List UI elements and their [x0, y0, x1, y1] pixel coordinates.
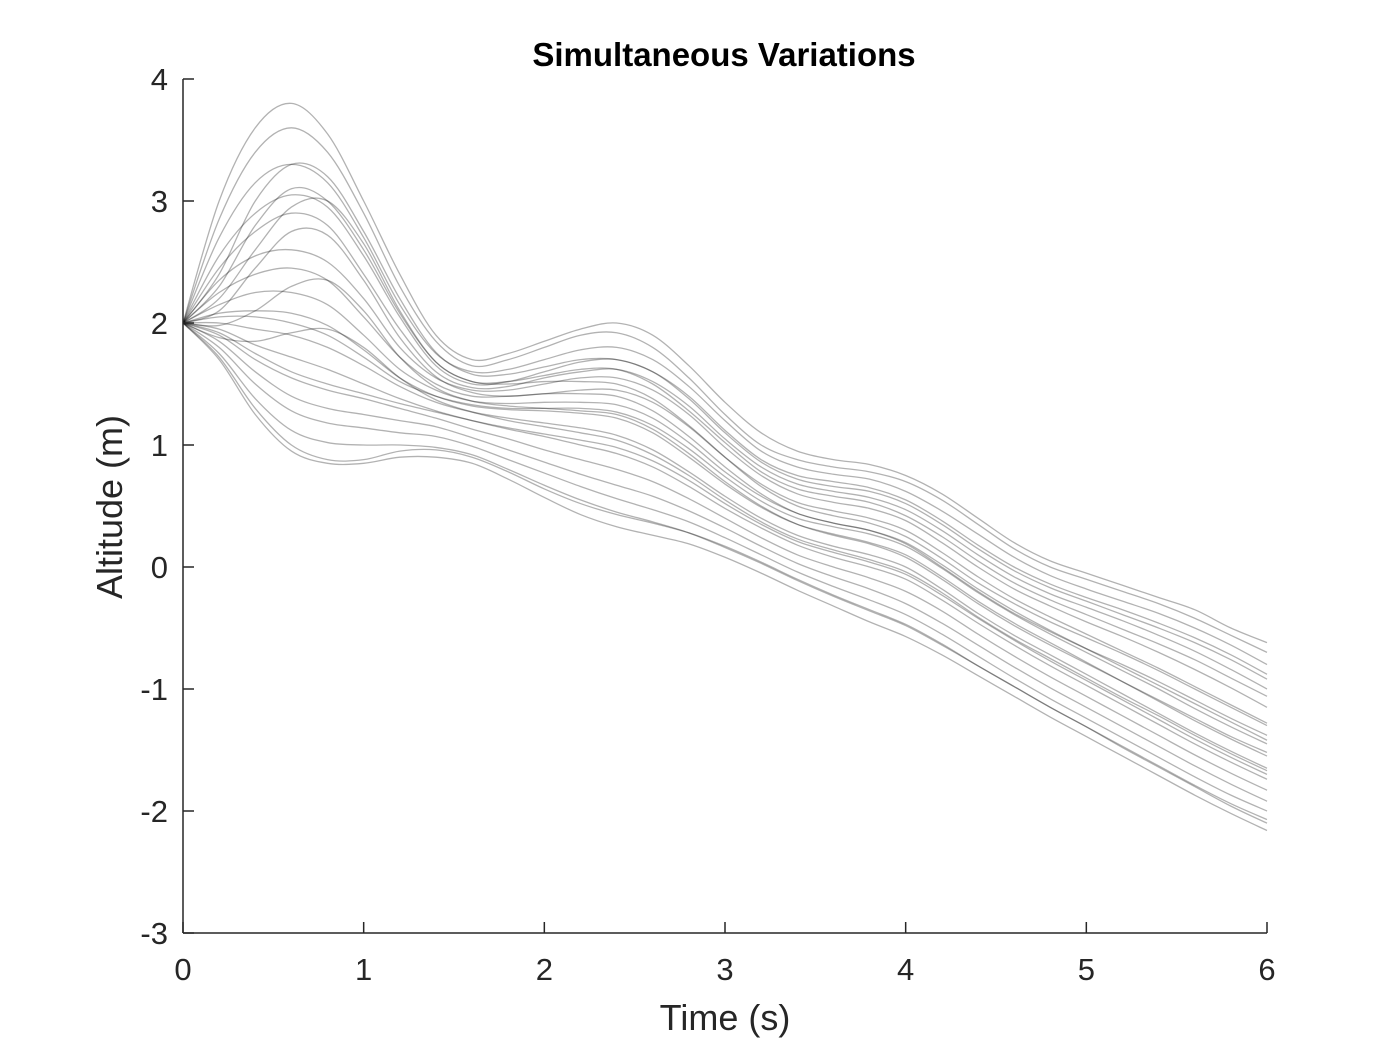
series-line-15: [182, 322, 1268, 821]
series-line-12: [182, 322, 1268, 791]
series-line-20: [182, 278, 1268, 754]
series-line-9: [182, 310, 1268, 757]
x-tick-label: 4: [897, 952, 914, 987]
series-line-13: [182, 322, 1268, 802]
series-line-2: [182, 127, 1268, 653]
x-tick-label: 6: [1258, 952, 1275, 987]
series-line-3: [182, 163, 1268, 666]
axes: 0 1 2 3 4 5 6 -3 -2 -1 0 1 2 3 4: [140, 62, 1275, 987]
x-axis-label: Time (s): [660, 997, 791, 1038]
series-line-23: [182, 186, 1268, 697]
x-tick-label: 3: [716, 952, 733, 987]
series-line-1: [182, 102, 1268, 644]
series-line-14: [182, 322, 1268, 812]
series-line-24: [182, 315, 1268, 745]
series-line-18: [182, 197, 1268, 727]
y-tick-label: 0: [151, 550, 168, 585]
y-tick-label: 1: [151, 428, 168, 463]
y-tick-label: 2: [151, 306, 168, 341]
y-tick-label: 3: [151, 184, 168, 219]
series-line-21: [182, 322, 1268, 772]
series-line-22: [182, 162, 1268, 680]
x-tick-label: 5: [1078, 952, 1095, 987]
data-traces: [182, 102, 1268, 832]
y-tick-label: -1: [140, 672, 168, 707]
series-line-10: [182, 321, 1268, 769]
series-line-8: [182, 290, 1268, 741]
series-line-6: [182, 248, 1268, 708]
x-ticks: 0 1 2 3 4 5 6: [174, 922, 1276, 987]
y-tick-label: -3: [140, 916, 168, 951]
x-tick-label: 2: [536, 952, 553, 987]
y-tick-label: 4: [151, 62, 168, 97]
series-line-7: [182, 267, 1268, 724]
series-line-5: [182, 212, 1268, 690]
series-line-25: [182, 322, 1268, 775]
series-line-4: [182, 194, 1268, 675]
y-ticks: -3 -2 -1 0 1 2 3 4: [140, 62, 194, 951]
x-tick-label: 1: [355, 952, 372, 987]
x-tick-label: 0: [174, 952, 191, 987]
y-axis-label: Altitude (m): [89, 415, 130, 599]
series-line-16: [182, 322, 1268, 832]
y-tick-label: -2: [140, 794, 168, 829]
series-line-19: [182, 227, 1268, 736]
series-line-11: [182, 322, 1268, 780]
chart-title: Simultaneous Variations: [532, 36, 915, 73]
series-line-17: [182, 322, 1268, 824]
